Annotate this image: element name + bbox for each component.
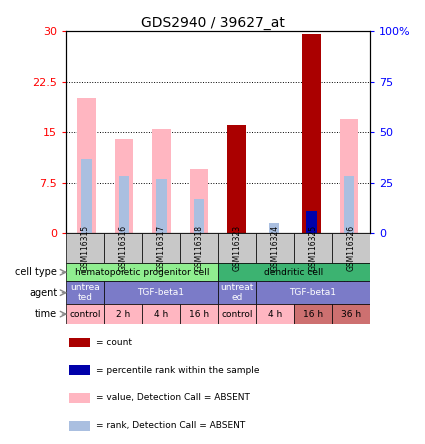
Bar [294, 233, 332, 263]
Bar [81, 159, 92, 233]
Bar [180, 304, 218, 324]
Bar [69, 393, 90, 403]
Text: control: control [69, 309, 101, 319]
Text: TGF-beta1: TGF-beta1 [137, 288, 184, 297]
Text: untreat
ed: untreat ed [220, 283, 253, 302]
Text: = percentile rank within the sample: = percentile rank within the sample [96, 366, 260, 375]
Text: GSM116318: GSM116318 [194, 225, 203, 271]
Text: cell type: cell type [15, 267, 57, 277]
Text: 16 h: 16 h [189, 309, 209, 319]
Bar [69, 365, 90, 375]
Text: GSM116324: GSM116324 [270, 225, 279, 271]
Bar [69, 421, 90, 431]
Bar [142, 304, 180, 324]
Bar [190, 169, 208, 233]
Bar [194, 199, 204, 233]
Bar [77, 99, 96, 233]
Text: GDS2940 / 39627_at: GDS2940 / 39627_at [141, 16, 284, 30]
Bar [218, 304, 256, 324]
Bar [142, 233, 180, 263]
Text: GSM116323: GSM116323 [232, 225, 241, 271]
Text: control: control [221, 309, 252, 319]
Text: GSM116317: GSM116317 [156, 225, 165, 271]
Text: 2 h: 2 h [116, 309, 130, 319]
Bar [218, 281, 256, 304]
Bar [269, 223, 279, 233]
Text: GSM116326: GSM116326 [346, 225, 355, 271]
Bar [294, 304, 332, 324]
Text: = rank, Detection Call = ABSENT: = rank, Detection Call = ABSENT [96, 421, 246, 430]
Text: GSM116325: GSM116325 [308, 225, 317, 271]
Bar [227, 125, 246, 233]
Text: hematopoietic progenitor cell: hematopoietic progenitor cell [75, 268, 209, 277]
Text: 36 h: 36 h [341, 309, 361, 319]
Text: 4 h: 4 h [154, 309, 168, 319]
Bar [332, 304, 370, 324]
Bar [66, 304, 104, 324]
Bar [256, 281, 370, 304]
Text: TGF-beta1: TGF-beta1 [289, 288, 336, 297]
Bar [256, 233, 294, 263]
Bar [119, 176, 129, 233]
Bar [69, 337, 90, 347]
Text: GSM116316: GSM116316 [118, 225, 127, 271]
Bar [218, 263, 370, 281]
Text: = count: = count [96, 338, 132, 347]
Text: = value, Detection Call = ABSENT: = value, Detection Call = ABSENT [96, 393, 250, 402]
Bar [306, 211, 317, 233]
Bar [66, 263, 218, 281]
Text: GSM116315: GSM116315 [80, 225, 89, 271]
Text: 16 h: 16 h [303, 309, 323, 319]
Text: time: time [35, 309, 57, 319]
Bar [218, 233, 256, 263]
Bar [66, 233, 104, 263]
Bar [66, 281, 104, 304]
Text: untrea
ted: untrea ted [70, 283, 100, 302]
Text: 4 h: 4 h [268, 309, 282, 319]
Text: agent: agent [29, 288, 57, 298]
Bar [152, 129, 171, 233]
Bar [302, 35, 321, 233]
Bar [104, 281, 218, 304]
Text: dendritic cell: dendritic cell [264, 268, 323, 277]
Bar [332, 233, 370, 263]
Bar [344, 176, 354, 233]
Bar [115, 139, 133, 233]
Bar [256, 304, 294, 324]
Bar [104, 304, 142, 324]
Bar [156, 179, 167, 233]
Bar [180, 233, 218, 263]
Bar [340, 119, 359, 233]
Bar [104, 233, 142, 263]
